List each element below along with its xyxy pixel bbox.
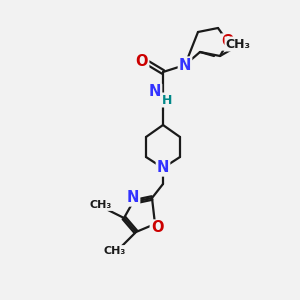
Text: CH₃: CH₃ [90, 200, 112, 210]
Text: N: N [127, 190, 139, 206]
Text: N: N [149, 85, 161, 100]
Text: O: O [222, 34, 234, 50]
Text: O: O [136, 55, 148, 70]
Text: H: H [162, 94, 172, 106]
Text: N: N [179, 58, 191, 73]
Text: O: O [151, 220, 163, 236]
Text: N: N [157, 160, 169, 175]
Text: CH₃: CH₃ [104, 246, 126, 256]
Text: CH₃: CH₃ [226, 38, 250, 50]
